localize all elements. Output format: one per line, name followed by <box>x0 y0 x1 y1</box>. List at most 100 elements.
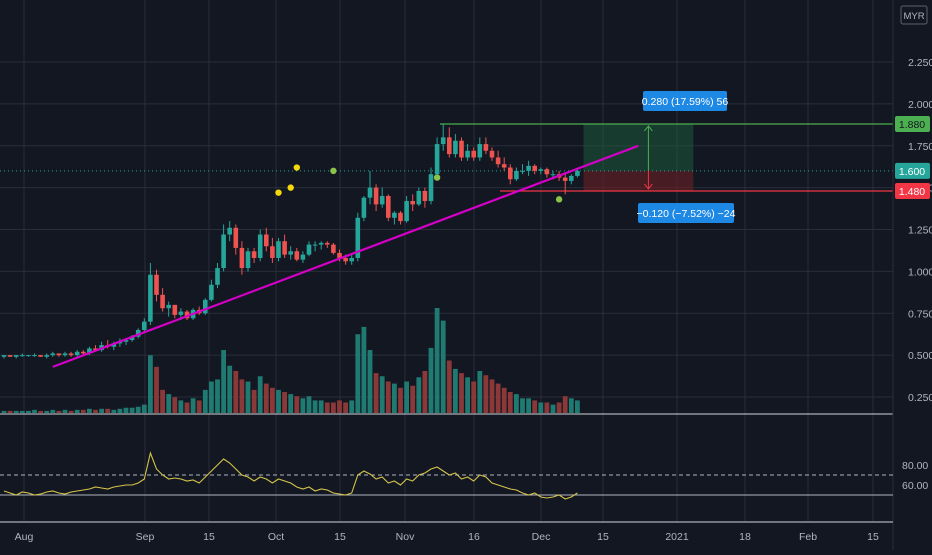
candle-body[interactable] <box>306 244 312 255</box>
candle-body[interactable] <box>215 268 220 285</box>
candle-body[interactable] <box>68 353 74 356</box>
candle-body[interactable] <box>38 355 43 357</box>
candle-body[interactable] <box>13 355 19 357</box>
candle-body[interactable] <box>392 212 397 218</box>
candle-body[interactable] <box>575 170 580 176</box>
candle-body[interactable] <box>538 169 544 171</box>
candle-body[interactable] <box>142 321 147 330</box>
candle-body[interactable] <box>160 294 165 309</box>
candle-body[interactable] <box>56 353 62 356</box>
candle-body[interactable] <box>288 251 293 255</box>
candle-body[interactable] <box>227 227 232 235</box>
candle-body[interactable] <box>300 254 306 260</box>
candle-body[interactable] <box>526 165 531 171</box>
trendline[interactable] <box>52 144 639 368</box>
candle-body[interactable] <box>367 187 373 198</box>
candle-body[interactable] <box>398 212 403 222</box>
candle-body[interactable] <box>404 201 409 222</box>
candle-body[interactable] <box>209 284 214 300</box>
candle-body[interactable] <box>74 351 80 356</box>
candle-body[interactable] <box>294 251 300 260</box>
candle-body[interactable] <box>239 247 245 269</box>
candle-body[interactable] <box>514 170 519 180</box>
candle-body[interactable] <box>87 348 92 354</box>
candle-body[interactable] <box>251 251 257 258</box>
candle-body[interactable] <box>386 196 391 218</box>
candle-body[interactable] <box>50 353 56 356</box>
candle-body[interactable] <box>434 144 440 175</box>
volume-bar <box>434 308 440 413</box>
candle-body[interactable] <box>325 242 330 245</box>
candle-body[interactable] <box>331 244 336 253</box>
candle-body[interactable] <box>32 355 37 357</box>
candle-body[interactable] <box>233 227 239 248</box>
candle-body[interactable] <box>166 304 171 309</box>
candle-body[interactable] <box>172 304 178 315</box>
candle-body[interactable] <box>361 197 367 218</box>
candle-body[interactable] <box>428 174 434 202</box>
candle-body[interactable] <box>1 355 7 357</box>
candle-body[interactable] <box>343 257 348 262</box>
candle-body[interactable] <box>459 140 464 158</box>
candle-body[interactable] <box>447 137 452 155</box>
candle-body[interactable] <box>7 355 13 357</box>
currency-badge[interactable] <box>900 5 928 25</box>
candle-body[interactable] <box>20 355 25 357</box>
candle-body[interactable] <box>203 299 208 314</box>
candle-body[interactable] <box>501 164 507 168</box>
candle-body[interactable] <box>123 340 129 342</box>
candle-body[interactable] <box>81 351 86 354</box>
candle-body[interactable] <box>453 140 458 155</box>
candle-body[interactable] <box>93 348 98 351</box>
candle-body[interactable] <box>148 274 153 322</box>
candle-body[interactable] <box>355 217 361 258</box>
candle-body[interactable] <box>178 311 184 315</box>
candle-body[interactable] <box>416 190 422 205</box>
candle-body[interactable] <box>477 144 483 158</box>
candle-body[interactable] <box>282 241 287 255</box>
candle-body[interactable] <box>410 201 415 205</box>
candle-body[interactable] <box>495 157 501 165</box>
candle-body[interactable] <box>440 137 446 145</box>
candle-body[interactable] <box>135 330 141 337</box>
price-tick-label: 0.750 <box>908 308 932 320</box>
volume-bar <box>209 381 214 413</box>
candle-body[interactable] <box>26 355 31 357</box>
candle-body[interactable] <box>276 241 281 258</box>
candle-body[interactable] <box>422 190 428 202</box>
candle-body[interactable] <box>62 353 68 356</box>
volume-bar <box>93 409 98 413</box>
candle-body[interactable] <box>569 175 574 181</box>
candle-body[interactable] <box>44 355 49 357</box>
candle-body[interactable] <box>129 336 135 341</box>
candle-body[interactable] <box>337 252 342 258</box>
candle-body[interactable] <box>257 234 263 258</box>
candle-body[interactable] <box>465 150 470 158</box>
candle-body[interactable] <box>520 170 525 172</box>
candle-body[interactable] <box>221 234 226 269</box>
candle-body[interactable] <box>550 174 556 176</box>
candle-body[interactable] <box>379 196 385 205</box>
candle-body[interactable] <box>318 242 324 245</box>
time-tick-label: 15 <box>867 531 879 543</box>
candle-body[interactable] <box>349 257 354 262</box>
candle-body[interactable] <box>245 251 251 269</box>
candle-body[interactable] <box>532 165 537 171</box>
candle-body[interactable] <box>312 244 318 246</box>
price-tick-label: 1.250 <box>908 225 932 237</box>
oscillator-line[interactable] <box>3 451 578 500</box>
candle-body[interactable] <box>471 150 476 158</box>
candle-body[interactable] <box>154 274 159 295</box>
candle-body[interactable] <box>483 144 489 151</box>
candle-body[interactable] <box>562 177 568 181</box>
candle-body[interactable] <box>184 311 190 319</box>
candle-body[interactable] <box>489 150 495 158</box>
candle-body[interactable] <box>270 246 275 258</box>
candle-body[interactable] <box>111 343 117 347</box>
candle-body[interactable] <box>373 187 379 205</box>
candle-body[interactable] <box>544 169 550 175</box>
candle-body[interactable] <box>264 234 269 247</box>
candle-body[interactable] <box>508 167 513 180</box>
